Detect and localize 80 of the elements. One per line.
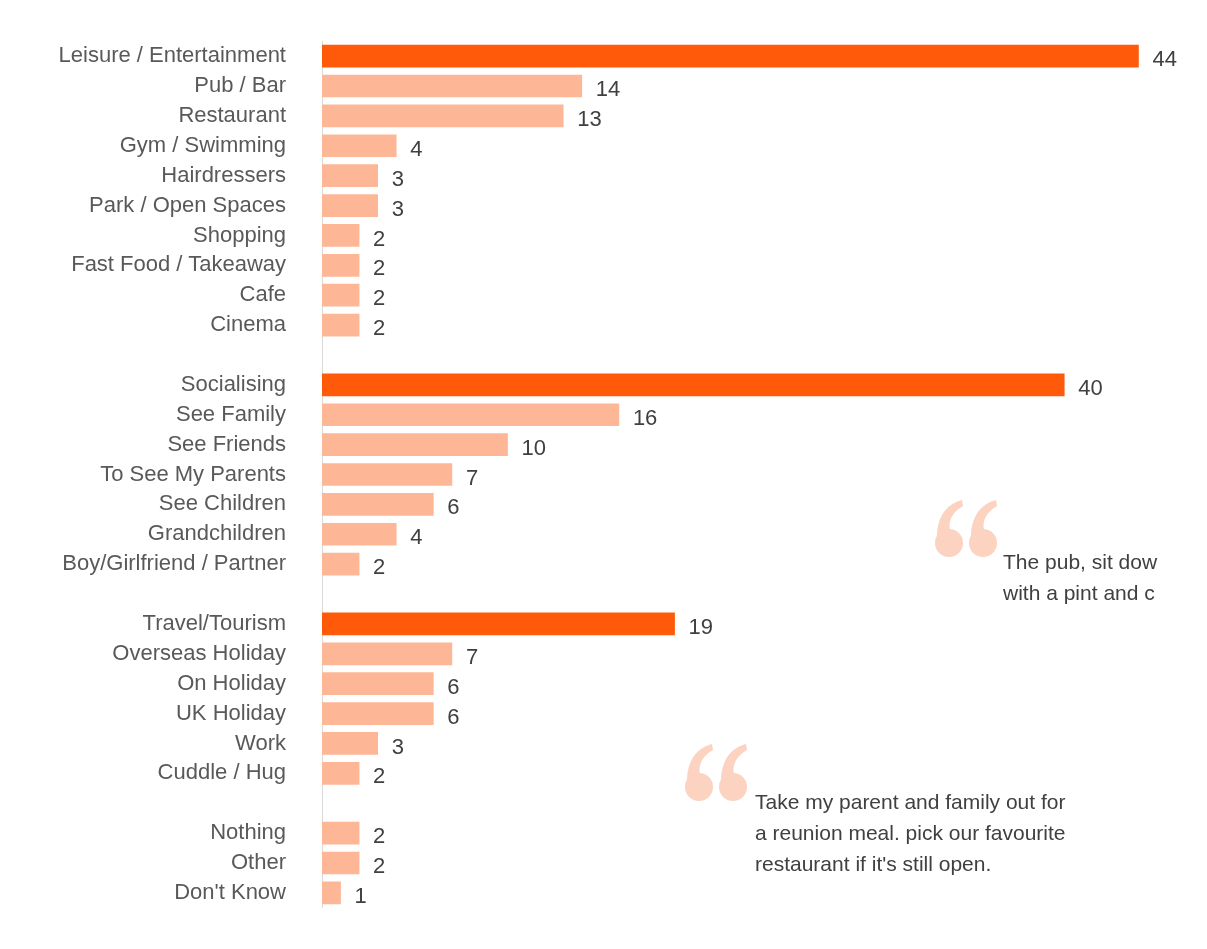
annotation: The pub, sit dow with a pint and c bbox=[1003, 549, 1158, 606]
bar bbox=[322, 463, 453, 486]
y-tick-label: Park / Open Spaces bbox=[89, 191, 286, 217]
data-label: 44 bbox=[1152, 46, 1177, 72]
bar bbox=[322, 74, 583, 98]
data-label: 3 bbox=[391, 733, 404, 759]
y-tick-label: Nothing bbox=[210, 819, 286, 845]
y-tick-label: Cuddle / Hug bbox=[157, 759, 286, 785]
data-label: 1 bbox=[354, 882, 367, 908]
y-tick-label: Cinema bbox=[210, 311, 287, 337]
y-tick-label: Socialising bbox=[180, 370, 286, 396]
y-tick-label: Shopping bbox=[193, 221, 286, 247]
data-label: 6 bbox=[447, 703, 460, 729]
bar bbox=[322, 642, 453, 666]
bar bbox=[322, 224, 360, 247]
y-tick-label: Cafe bbox=[239, 281, 286, 307]
y-tick-label: Don't Know bbox=[174, 878, 287, 904]
bar bbox=[322, 253, 360, 277]
y-tick-label: Boy/Girlfriend / Partner bbox=[62, 550, 286, 576]
annotation: Take my parent and family out for a reunion meal. pick our favourite restaurant if it's still open. bbox=[755, 789, 1066, 877]
data-label: 4 bbox=[410, 524, 423, 550]
data-label: 2 bbox=[373, 285, 386, 311]
bar bbox=[322, 493, 434, 516]
bar bbox=[322, 702, 434, 725]
bar bbox=[322, 164, 378, 187]
y-tick-label: Overseas Holiday bbox=[112, 639, 286, 665]
data-label: 16 bbox=[632, 404, 658, 430]
bar bbox=[322, 672, 434, 696]
y-tick-label: Fast Food / Takeaway bbox=[71, 251, 286, 277]
y-tick-label: Pub / Bar bbox=[194, 72, 286, 98]
data-label: 2 bbox=[373, 315, 386, 341]
y-tick-label: Other bbox=[230, 849, 286, 875]
bar bbox=[322, 881, 341, 905]
data-label: 13 bbox=[577, 105, 602, 131]
bar bbox=[322, 373, 1065, 397]
y-tick-label: Restaurant bbox=[178, 101, 286, 127]
bar bbox=[322, 313, 360, 337]
data-label: 6 bbox=[447, 494, 460, 520]
y-tick-label: On Holiday bbox=[177, 669, 286, 695]
data-label: 40 bbox=[1078, 374, 1103, 400]
data-label: 2 bbox=[373, 853, 386, 879]
data-label: 19 bbox=[688, 613, 714, 639]
bar bbox=[322, 134, 397, 158]
y-tick-label: See Family bbox=[175, 400, 286, 426]
y-tick-label: See Children bbox=[158, 490, 286, 516]
bar bbox=[322, 612, 675, 636]
y-tick-label: See Friends bbox=[167, 430, 286, 456]
bar bbox=[322, 194, 378, 217]
data-label: 10 bbox=[521, 434, 547, 460]
data-label: 2 bbox=[373, 225, 386, 251]
data-label: 3 bbox=[391, 165, 404, 191]
bar bbox=[322, 403, 620, 427]
data-label: 3 bbox=[391, 195, 404, 221]
data-label: 4 bbox=[410, 135, 423, 161]
data-label: 6 bbox=[447, 673, 460, 699]
data-label: 7 bbox=[465, 464, 479, 490]
data-label: 2 bbox=[373, 554, 386, 580]
y-tick-label: UK Holiday bbox=[175, 699, 286, 725]
y-tick-label: Gym / Swimming bbox=[119, 131, 286, 157]
bar bbox=[322, 552, 360, 576]
y-tick-label: Hairdressers bbox=[161, 161, 286, 187]
bar bbox=[322, 433, 508, 456]
y-tick-label: Leisure / Entertainment bbox=[58, 42, 286, 68]
data-label: 2 bbox=[373, 763, 386, 789]
bar bbox=[322, 44, 1139, 68]
bar bbox=[322, 104, 564, 128]
y-tick-label: Travel/Tourism bbox=[142, 609, 286, 635]
data-label: 2 bbox=[373, 823, 386, 849]
data-label: 2 bbox=[373, 255, 386, 281]
bar bbox=[322, 522, 397, 546]
data-label: 7 bbox=[465, 643, 479, 669]
bar bbox=[322, 283, 360, 307]
y-tick-label: Grandchildren bbox=[147, 520, 286, 546]
y-tick-label: To See My Parents bbox=[100, 460, 286, 486]
data-label: 14 bbox=[595, 76, 621, 102]
bar bbox=[322, 732, 378, 755]
y-tick-label: Work bbox=[235, 729, 287, 755]
bar bbox=[322, 762, 360, 785]
bar bbox=[322, 821, 360, 845]
bar bbox=[322, 851, 360, 875]
